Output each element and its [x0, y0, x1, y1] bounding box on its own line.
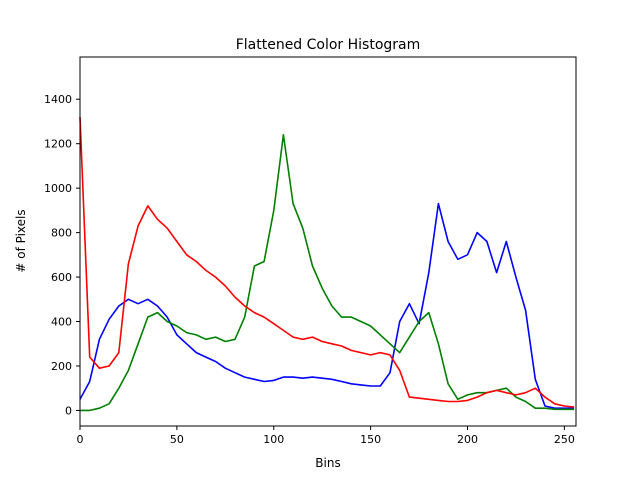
plot-lines: [79, 116, 575, 412]
x-tick-label: 0: [77, 433, 84, 446]
y-axis-ticks: 0 200 400 600 800 1000 1200 1400: [44, 93, 80, 417]
x-tick-label: 150: [360, 433, 381, 446]
x-tick-label: 200: [457, 433, 478, 446]
y-tick-label: 200: [51, 360, 72, 373]
x-axis-ticks: 0 50 100 150 200 250: [77, 426, 575, 446]
plot-frame: [79, 56, 577, 427]
y-tick-label: 600: [51, 271, 72, 284]
y-tick-label: 400: [51, 316, 72, 329]
y-tick-label: 1200: [44, 138, 72, 151]
x-axis-label: Bins: [315, 456, 340, 470]
y-tick-label: 800: [51, 227, 72, 240]
x-tick-label: 50: [170, 433, 184, 446]
y-axis-label: # of Pixels: [14, 209, 28, 272]
y-tick-label: 0: [65, 404, 72, 417]
x-tick-label: 250: [554, 433, 575, 446]
series-line-2: [79, 116, 575, 408]
x-tick-label: 100: [263, 433, 284, 446]
y-tick-label: 1000: [44, 182, 72, 195]
series-line-0: [79, 202, 575, 410]
chart-title: Flattened Color Histogram: [236, 37, 421, 53]
y-tick-label: 1400: [44, 93, 72, 106]
